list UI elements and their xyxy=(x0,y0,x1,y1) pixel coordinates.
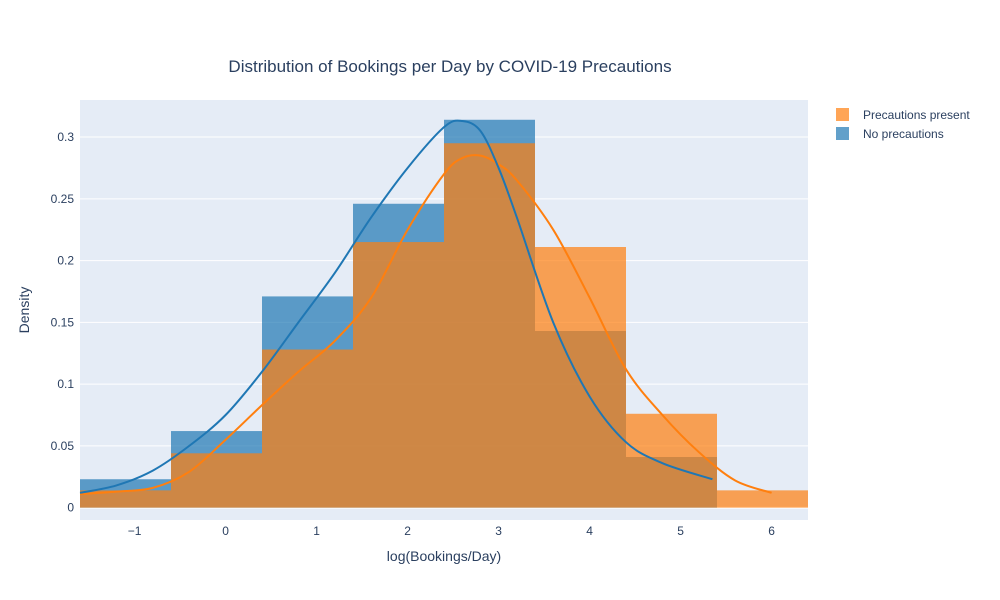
x-tick-label: 0 xyxy=(222,524,229,538)
y-tick-label: 0.1 xyxy=(57,377,74,391)
x-tick-label: 6 xyxy=(768,524,775,538)
y-tick-label: 0.25 xyxy=(51,192,75,206)
x-tick-label: 4 xyxy=(586,524,593,538)
bar-precautions-present[interactable] xyxy=(353,242,444,508)
bar-precautions-present[interactable] xyxy=(626,413,717,508)
bar-precautions-present[interactable] xyxy=(717,490,808,508)
y-tick-label: 0.2 xyxy=(57,254,74,268)
x-tick-label: −1 xyxy=(128,524,142,538)
legend-swatch-precautions-present[interactable] xyxy=(836,108,849,121)
y-axis-ticks: 0 0.05 0.1 0.15 0.2 0.25 0.3 xyxy=(51,130,75,515)
x-axis-ticks: −1 0 1 2 3 4 5 6 xyxy=(128,524,775,538)
x-axis-title: log(Bookings/Day) xyxy=(387,548,501,564)
kde-line-no-precautions[interactable] xyxy=(79,119,713,494)
legend-swatch-no-precautions[interactable] xyxy=(836,127,849,140)
y-tick-label: 0.15 xyxy=(51,315,75,329)
bar-precautions-present[interactable] xyxy=(535,247,626,508)
bar-precautions-present[interactable] xyxy=(171,453,262,508)
kde-line-precautions-present[interactable] xyxy=(79,154,772,496)
legend[interactable]: Precautions present No precautions xyxy=(836,108,970,141)
legend-label-precautions-present[interactable]: Precautions present xyxy=(863,108,970,122)
kde-lines xyxy=(79,119,772,496)
y-tick-label: 0 xyxy=(67,501,74,515)
legend-label-no-precautions[interactable]: No precautions xyxy=(863,127,944,141)
x-tick-label: 5 xyxy=(677,524,684,538)
x-tick-label: 2 xyxy=(404,524,411,538)
bar-precautions-present[interactable] xyxy=(80,490,171,508)
bar-precautions-present[interactable] xyxy=(262,349,353,508)
histogram-bars xyxy=(80,119,808,508)
y-axis-title: Density xyxy=(16,287,32,334)
x-tick-label: 1 xyxy=(313,524,320,538)
chart-title: Distribution of Bookings per Day by COVI… xyxy=(228,57,671,76)
x-tick-label: 3 xyxy=(495,524,502,538)
y-tick-label: 0.05 xyxy=(51,439,75,453)
bar-precautions-present[interactable] xyxy=(444,143,535,508)
y-tick-label: 0.3 xyxy=(57,130,74,144)
